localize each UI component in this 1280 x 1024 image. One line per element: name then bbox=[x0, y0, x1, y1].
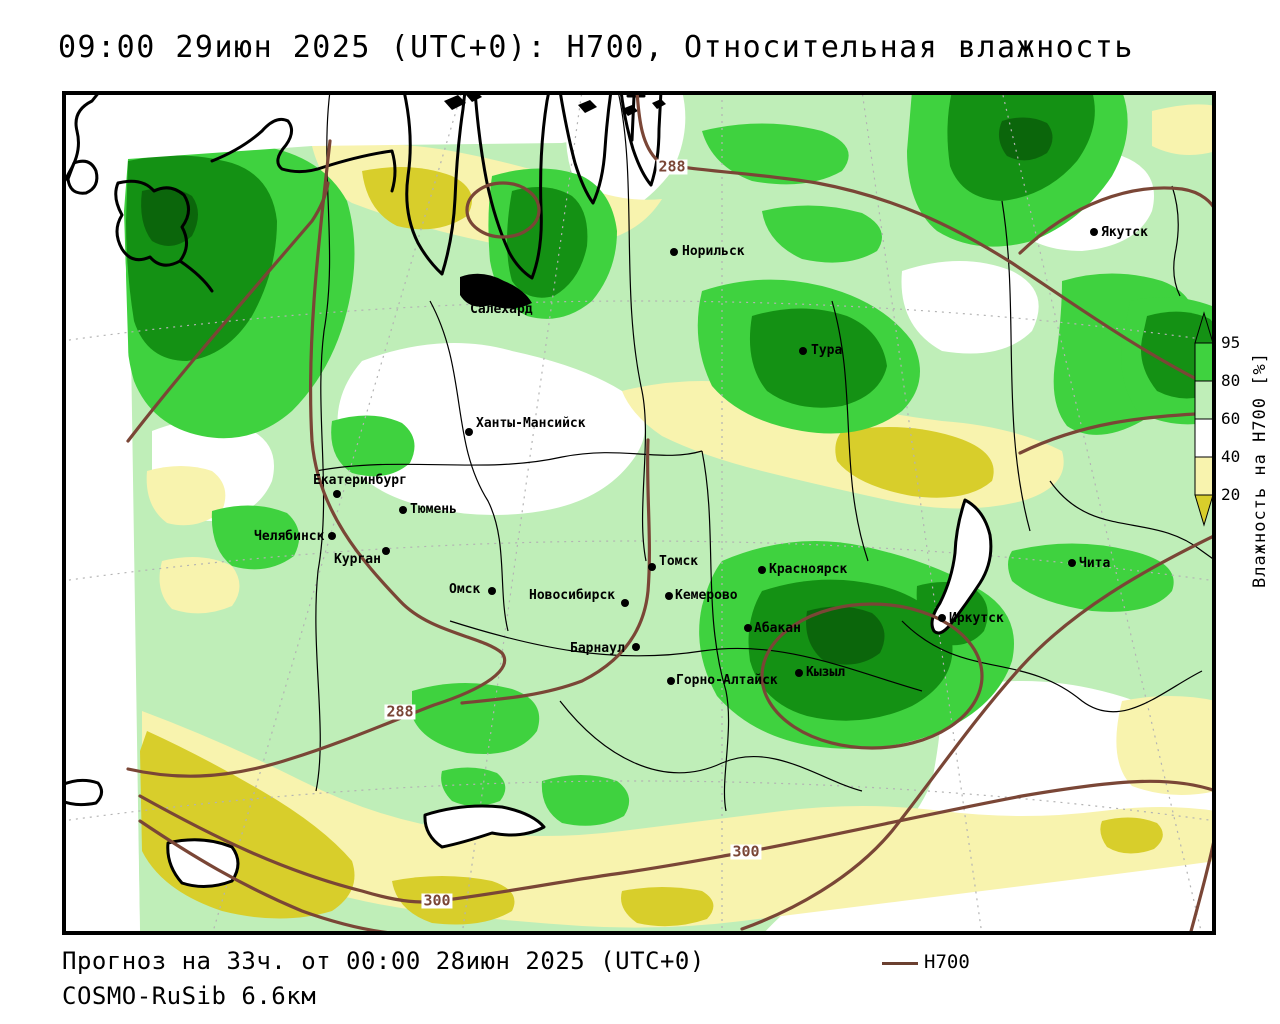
map-canvas bbox=[62, 91, 1216, 935]
colorbar-tick-label: 95 bbox=[1221, 333, 1241, 352]
colorbar-title: Влажность на H700 [%] bbox=[1250, 352, 1270, 588]
lake-baikal bbox=[930, 498, 993, 635]
domain-mask bbox=[62, 91, 680, 935]
humidity-map: Норильск Салехард Тура Ханты-Мансийск Екатер… bbox=[62, 91, 1216, 935]
forecast-info: Прогноз на 33ч. от 00:00 28июн 2025 (UTC… bbox=[62, 947, 705, 975]
colorbar-tick-label: 80 bbox=[1221, 371, 1241, 390]
colorbar-tick-label: 60 bbox=[1221, 409, 1241, 428]
model-info: COSMO-RuSib 6.6км bbox=[62, 982, 317, 1010]
colorbar bbox=[1194, 311, 1214, 527]
map-border bbox=[62, 91, 1216, 935]
caspian-shore bbox=[62, 778, 103, 807]
colorbar-tick-label: 40 bbox=[1221, 447, 1241, 466]
coastlines bbox=[62, 91, 993, 888]
colorbar-tick-label: 20 bbox=[1221, 485, 1241, 504]
page-title: 09:00 29июн 2025 (UTC+0): H700, Относите… bbox=[58, 30, 1134, 65]
admin-borders bbox=[315, 91, 1216, 812]
h700-legend-line bbox=[882, 962, 918, 965]
lake-balkhash bbox=[423, 804, 546, 849]
graticule bbox=[62, 91, 1216, 935]
h700-legend-label: H700 bbox=[924, 951, 970, 973]
contour-lines bbox=[126, 91, 1216, 935]
